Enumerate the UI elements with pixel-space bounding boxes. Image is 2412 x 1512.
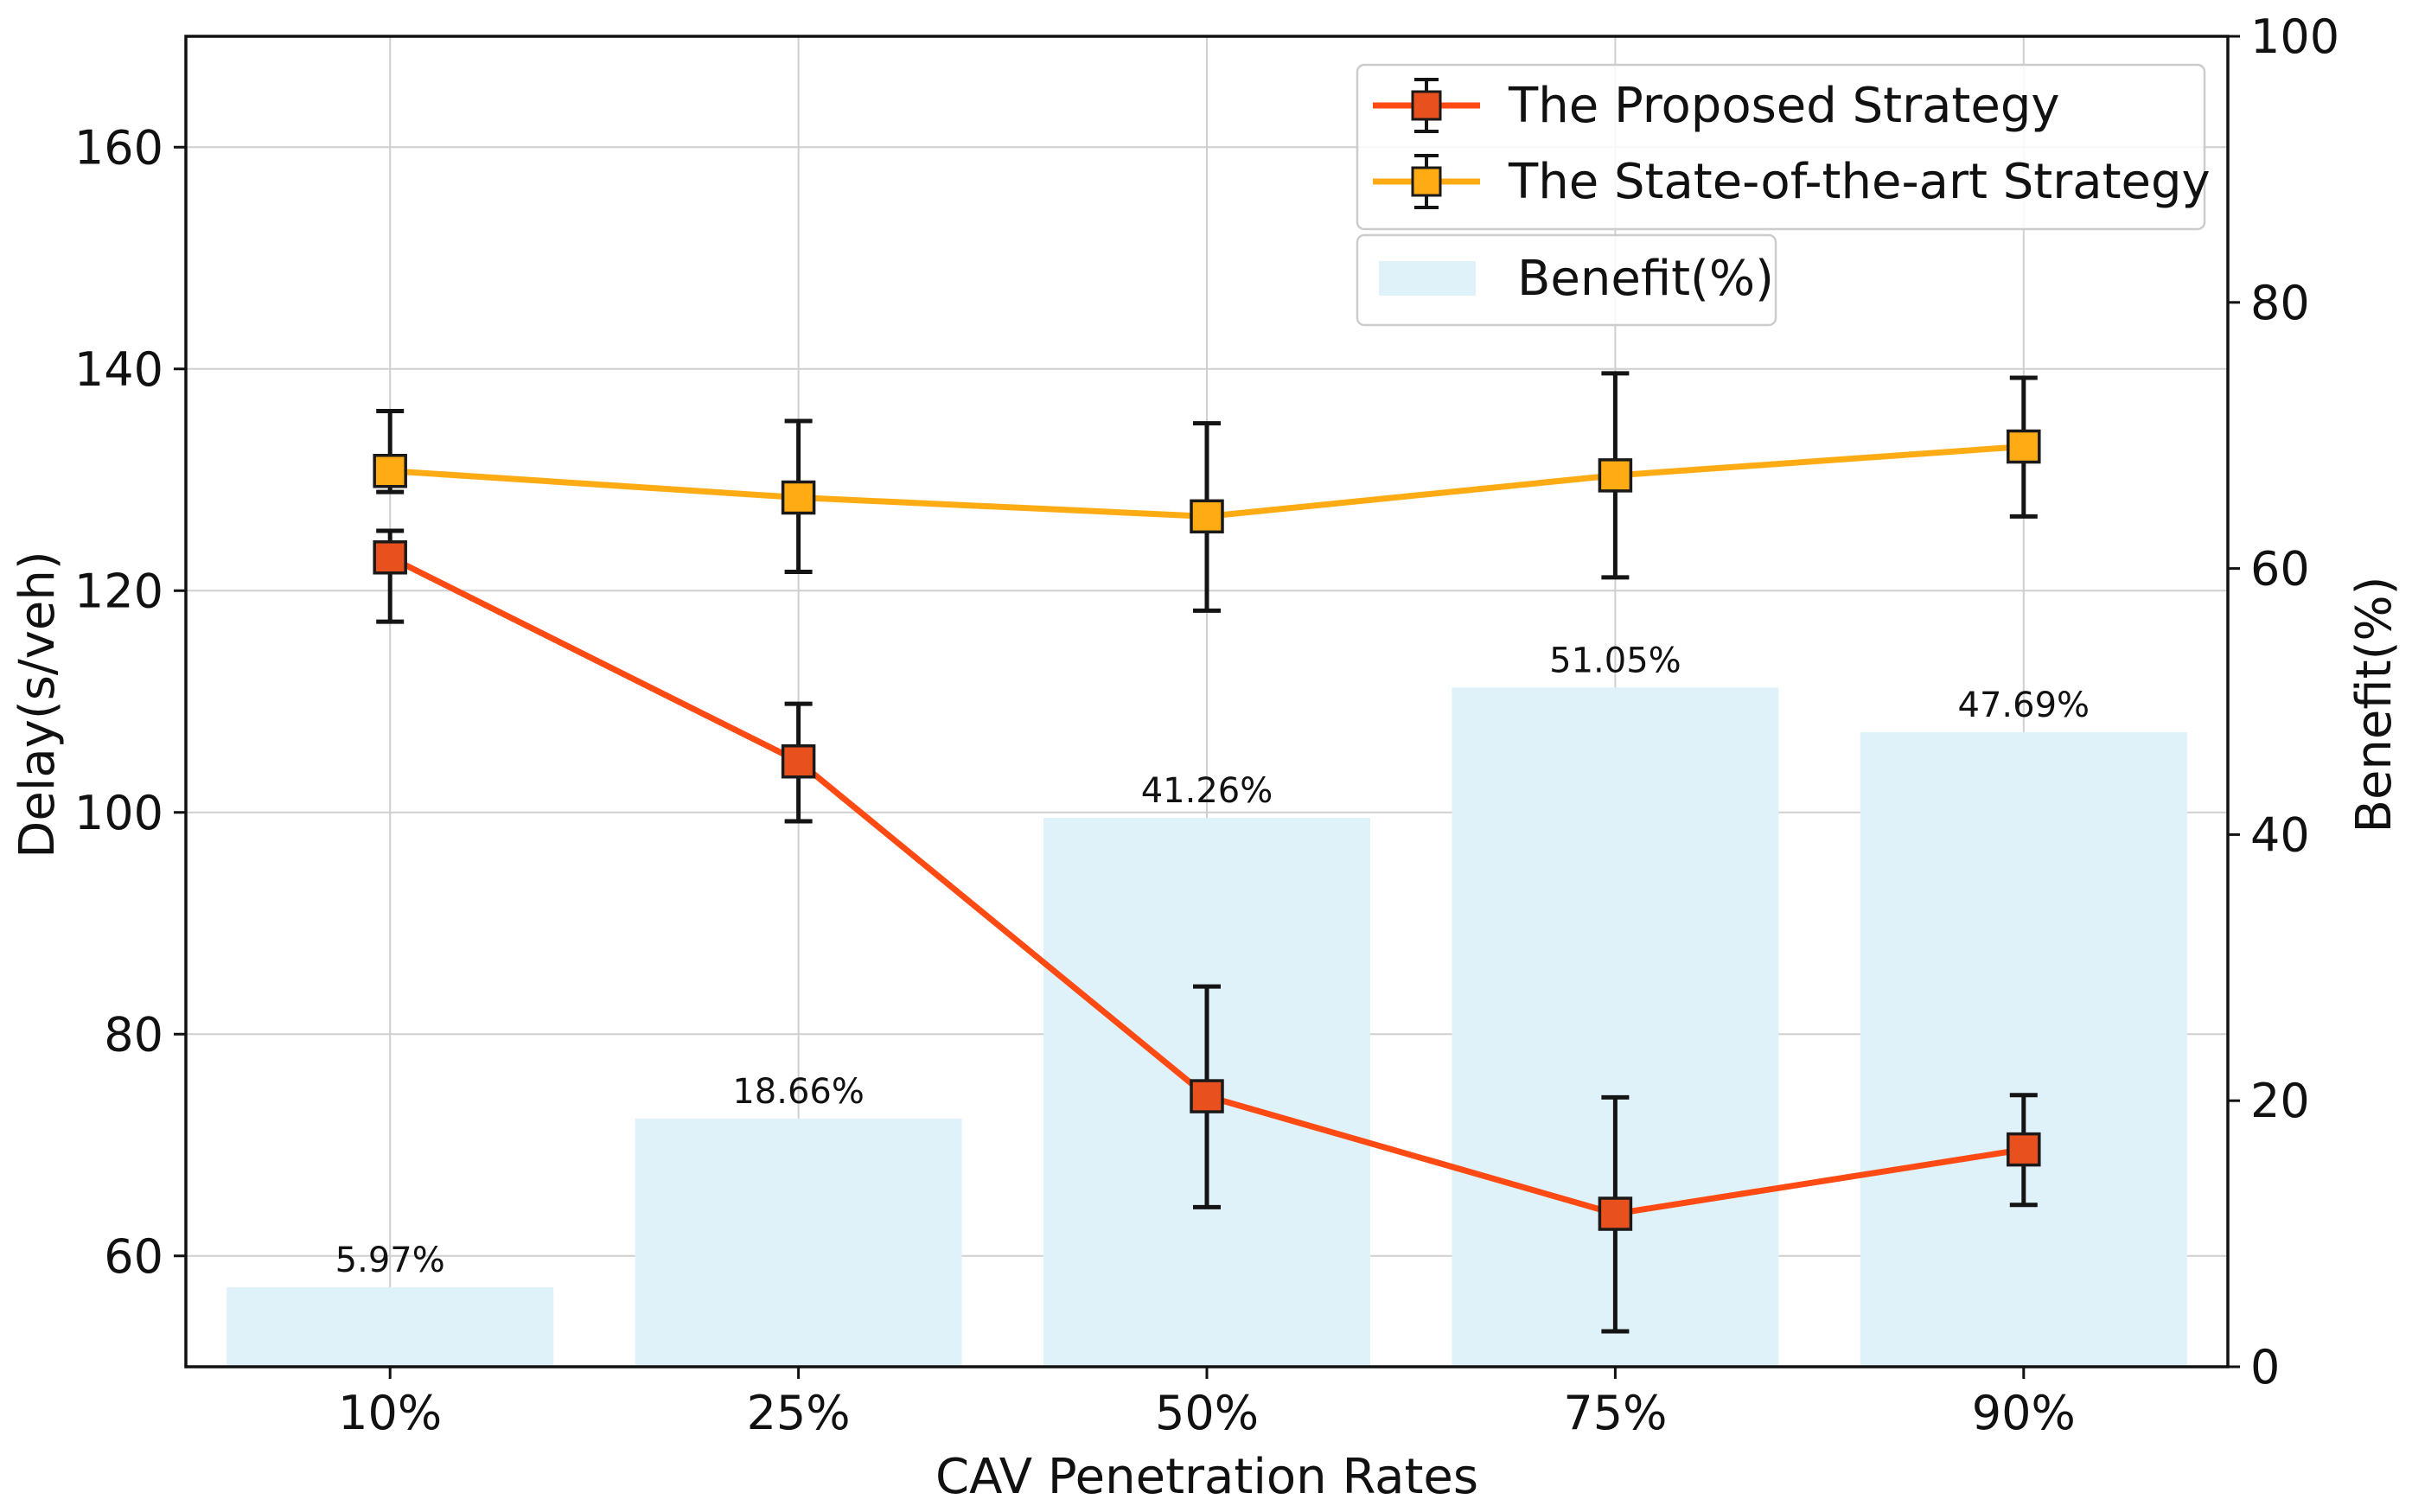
- marker-sota: [373, 453, 407, 488]
- y-tick-label: 100: [74, 786, 163, 840]
- marker-proposed: [1598, 1196, 1633, 1231]
- x-tick-label: 90%: [1972, 1386, 2076, 1440]
- x-tick-label: 50%: [1155, 1386, 1259, 1440]
- legend-marker-sota: [1411, 166, 1442, 197]
- y2-tick-label: 100: [2250, 10, 2339, 64]
- y2-tick-label: 40: [2250, 807, 2310, 862]
- benefit-bar-label: 18.66%: [732, 1072, 865, 1112]
- benefit-bar: [227, 1287, 554, 1367]
- x-axis-title: CAV Penetration Rates: [935, 1449, 1478, 1505]
- marker-proposed: [1190, 1079, 1224, 1113]
- legend-entry-sota: The State-of-the-art Strategy: [1373, 154, 2211, 210]
- y-tick-label: 120: [74, 564, 163, 618]
- series-markers: [373, 429, 2041, 1231]
- benefit-bar-label: 5.97%: [335, 1241, 445, 1280]
- y-tick-label: 140: [74, 342, 163, 397]
- y2-axis-title: Benefit(%): [2346, 577, 2402, 833]
- marker-proposed: [781, 744, 816, 779]
- y-axis-title: Delay(s/veh): [10, 551, 66, 858]
- legend-entry-benefit: Benefit(%): [1379, 251, 1774, 307]
- legend-box-bars: [1356, 233, 1777, 327]
- benefit-bar-label: 41.26%: [1141, 771, 1273, 811]
- axis-labels: 10% 25% 50% 75% 90% 60 80 100 120 140 160 0 20 40 60 80…: [74, 10, 2339, 1440]
- x-tick-label: 75%: [1563, 1386, 1667, 1440]
- benefit-bar-label: 47.69%: [1958, 686, 2090, 725]
- x-tick-label: 25%: [747, 1386, 851, 1440]
- y-tick-label: 160: [74, 120, 163, 175]
- y-tick-label: 80: [104, 1007, 163, 1062]
- legend: The Proposed Strategy The State-of-the-a…: [1356, 63, 2211, 327]
- marker-sota: [781, 480, 816, 515]
- marker-sota: [1598, 458, 1633, 493]
- legend-label-sota: The State-of-the-art Strategy: [1508, 154, 2211, 210]
- legend-label-benefit: Benefit(%): [1517, 251, 1774, 307]
- marker-sota: [1190, 499, 1224, 534]
- axis-ticks: [174, 35, 2240, 1379]
- benefit-bar: [635, 1118, 962, 1367]
- y2-tick-label: 60: [2250, 542, 2310, 597]
- legend-entry-proposed: The Proposed Strategy: [1373, 78, 2060, 134]
- legend-box-lines: [1356, 63, 2206, 231]
- legend-marker-proposed: [1411, 90, 1442, 121]
- benefit-bar: [1860, 732, 2187, 1367]
- marker-sota: [2007, 429, 2041, 464]
- marker-proposed: [373, 540, 407, 575]
- y-tick-label: 60: [104, 1229, 163, 1284]
- marker-proposed: [2007, 1132, 2041, 1167]
- y2-tick-label: 0: [2250, 1340, 2280, 1394]
- benefit-bar-label: 51.05%: [1549, 641, 1681, 680]
- x-tick-label: 10%: [338, 1386, 442, 1440]
- legend-swatch-benefit: [1379, 261, 1476, 296]
- legend-label-proposed: The Proposed Strategy: [1508, 78, 2060, 134]
- y2-tick-label: 80: [2250, 276, 2310, 330]
- y2-tick-label: 20: [2250, 1074, 2310, 1128]
